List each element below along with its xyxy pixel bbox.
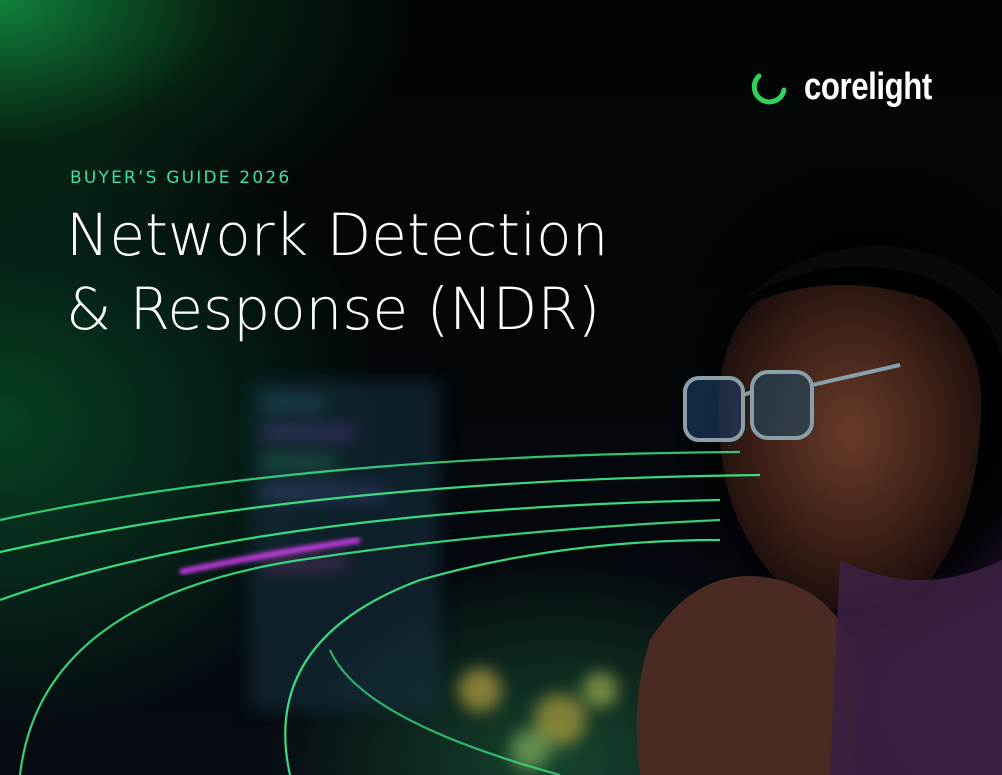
glasses — [683, 363, 901, 442]
title-line-2: & Response (NDR) — [66, 275, 601, 343]
orbit-lines — [0, 450, 761, 775]
bokeh-lights — [458, 668, 618, 770]
logo-wordmark: corelight — [804, 66, 932, 108]
corelight-ring-icon — [751, 73, 787, 104]
magenta-streak — [179, 537, 361, 575]
title-line-1: Network Detection — [66, 201, 609, 269]
page-title: Network Detection & Response (NDR) — [66, 198, 608, 346]
corelight-logo: corelight — [750, 66, 960, 109]
person-photo — [636, 210, 1002, 775]
eyebrow-label: BUYER’S GUIDE 2026 — [70, 168, 292, 188]
